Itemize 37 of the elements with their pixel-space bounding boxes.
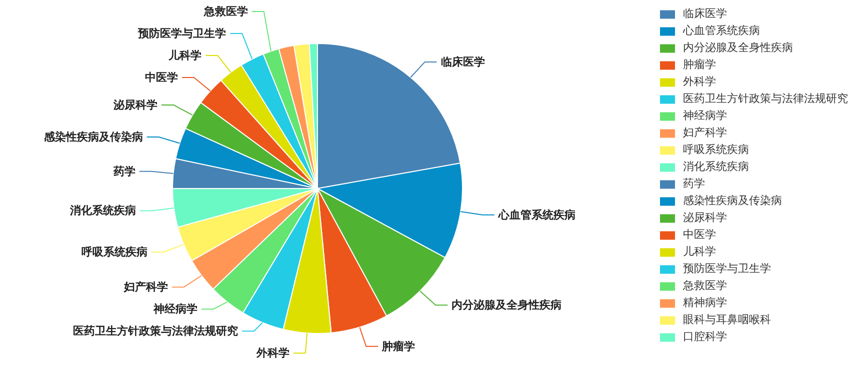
slice-label: 医药卫生方针政策与法律法规研究 — [73, 324, 238, 338]
legend-label: 感染性疾病及传染病 — [683, 193, 782, 208]
slice-label: 外科学 — [255, 346, 290, 360]
legend-label: 妇产科学 — [683, 125, 727, 140]
slice-label: 消化系统疾病 — [69, 204, 136, 218]
slice-label: 妇产科学 — [122, 280, 168, 294]
slice-label: 临床医学 — [440, 56, 485, 69]
slice-label: 预防医学与卫生学 — [137, 26, 226, 40]
legend-label: 临床医学 — [683, 6, 727, 21]
slice-label: 儿科学 — [168, 48, 202, 62]
legend-label: 精神病学 — [683, 295, 727, 310]
legend-label: 医药卫生方针政策与法律法规研究 — [683, 91, 848, 106]
slice-label: 肿瘤学 — [381, 340, 416, 353]
legend-label: 心血管系统疾病 — [683, 23, 760, 38]
legend-label: 口腔科学 — [683, 329, 727, 344]
slice-label: 内分泌腺及全身性疾病 — [452, 298, 562, 312]
legend-label: 肿瘤学 — [683, 57, 716, 72]
legend-label: 中医学 — [683, 227, 716, 242]
slice-label: 呼吸系统疾病 — [81, 246, 148, 259]
legend-label: 药学 — [683, 176, 705, 191]
legend-label: 消化系统疾病 — [683, 159, 749, 174]
slice-label: 感染性疾病及传染病 — [42, 130, 143, 144]
legend-label: 急救医学 — [683, 278, 727, 293]
slice-label: 心血管系统疾病 — [497, 208, 576, 222]
legend-label: 呼吸系统疾病 — [683, 142, 749, 157]
slice-label: 泌尿科学 — [112, 98, 158, 112]
slice-label: 神经病学 — [152, 302, 198, 316]
slice-label: 药学 — [112, 164, 136, 178]
legend-label: 神经病学 — [683, 108, 727, 123]
legend-label: 外科学 — [683, 74, 716, 89]
slice-label: 急救医学 — [202, 4, 248, 18]
legend-label: 眼科与耳鼻咽喉科 — [683, 312, 771, 327]
legend-label: 内分泌腺及全身性疾病 — [683, 40, 793, 55]
slice-label: 中医学 — [144, 70, 178, 84]
legend-label: 预防医学与卫生学 — [683, 261, 771, 276]
legend-label: 儿科学 — [683, 244, 716, 259]
legend-label: 泌尿科学 — [683, 210, 727, 225]
